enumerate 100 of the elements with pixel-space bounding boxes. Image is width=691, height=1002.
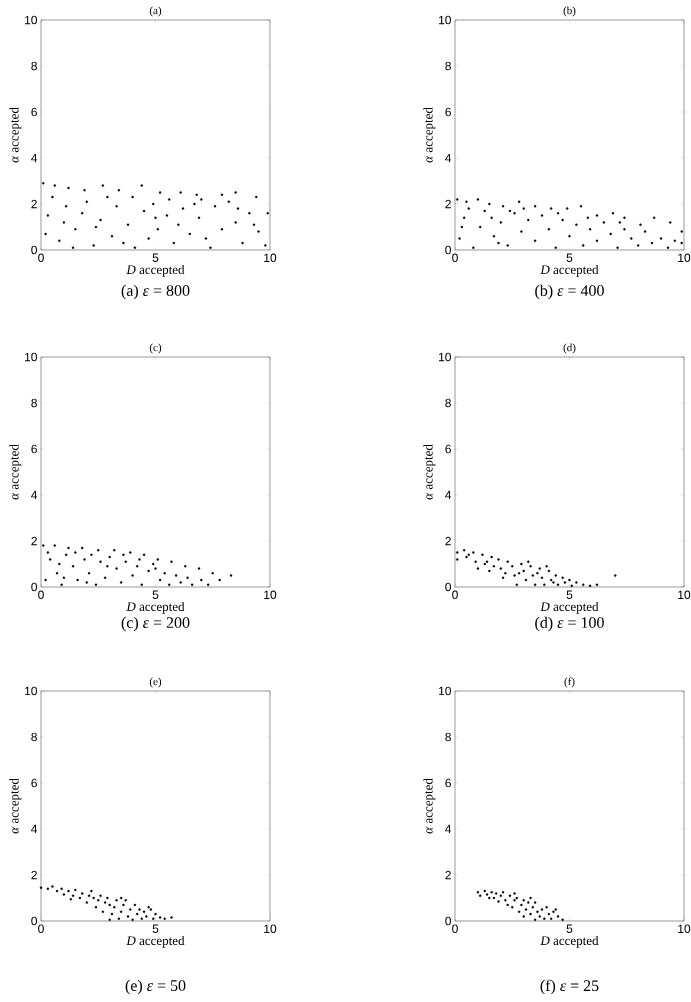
point bbox=[492, 235, 496, 238]
point bbox=[669, 221, 672, 224]
y-tick-label: 4 bbox=[445, 153, 452, 163]
x-tick-label: 10 bbox=[678, 253, 691, 263]
point bbox=[529, 912, 532, 916]
y-tick-label: 0 bbox=[445, 916, 451, 926]
point bbox=[220, 193, 224, 196]
point bbox=[513, 212, 516, 215]
point bbox=[83, 558, 86, 561]
point bbox=[680, 230, 683, 233]
point bbox=[101, 184, 105, 187]
point bbox=[490, 891, 493, 894]
point bbox=[563, 581, 567, 584]
point bbox=[94, 225, 98, 229]
point bbox=[142, 910, 146, 913]
point bbox=[85, 581, 88, 584]
point bbox=[520, 562, 523, 566]
point bbox=[99, 560, 102, 563]
y-tick-label: 10 bbox=[25, 686, 37, 696]
point bbox=[579, 205, 583, 208]
point bbox=[113, 548, 116, 552]
point bbox=[71, 565, 75, 568]
point bbox=[490, 555, 493, 559]
point bbox=[630, 237, 633, 240]
point bbox=[90, 889, 93, 893]
point bbox=[501, 576, 505, 579]
y-tick-label: 10 bbox=[439, 686, 451, 696]
point bbox=[568, 578, 571, 582]
point bbox=[115, 205, 118, 208]
y-tick-label: 8 bbox=[31, 398, 37, 408]
point bbox=[90, 553, 93, 556]
x-axis-title: D accepted bbox=[126, 264, 185, 277]
point bbox=[124, 899, 127, 902]
y-tick-label: 8 bbox=[31, 732, 37, 742]
x-axis-title: D accepted bbox=[540, 935, 599, 948]
point bbox=[234, 191, 237, 194]
point bbox=[561, 918, 564, 922]
point bbox=[616, 246, 619, 249]
point bbox=[511, 905, 514, 909]
point bbox=[549, 207, 553, 210]
x-tick-label: 5 bbox=[566, 590, 573, 599]
point bbox=[527, 560, 530, 563]
point bbox=[588, 228, 592, 231]
point bbox=[110, 235, 114, 238]
point bbox=[55, 571, 59, 575]
point bbox=[513, 899, 516, 902]
point bbox=[71, 894, 75, 897]
point bbox=[549, 917, 553, 920]
point bbox=[483, 209, 486, 213]
point bbox=[653, 216, 656, 219]
point bbox=[506, 560, 509, 563]
point bbox=[513, 574, 516, 577]
text: (e) ε = 50 bbox=[125, 979, 186, 995]
point bbox=[106, 565, 109, 568]
y-axis-title: α accepted bbox=[9, 444, 22, 500]
point bbox=[64, 205, 68, 208]
point bbox=[524, 908, 528, 911]
chart-title: (a) bbox=[149, 6, 162, 17]
point bbox=[517, 910, 521, 913]
x-tick-label: 10 bbox=[264, 590, 277, 600]
point bbox=[53, 184, 56, 187]
point bbox=[549, 578, 553, 582]
point bbox=[561, 576, 564, 579]
y-axis-title: α accepted bbox=[9, 107, 22, 163]
point bbox=[131, 574, 134, 577]
point bbox=[517, 200, 521, 203]
point bbox=[39, 886, 43, 889]
point bbox=[467, 207, 470, 210]
point bbox=[611, 212, 615, 215]
point bbox=[554, 574, 557, 577]
point bbox=[481, 553, 484, 556]
y-tick-label: 2 bbox=[31, 536, 37, 546]
chart-title: (c) bbox=[149, 343, 162, 354]
y-tick-label: 6 bbox=[445, 778, 451, 788]
point bbox=[44, 578, 47, 582]
point bbox=[85, 901, 88, 904]
point bbox=[154, 912, 157, 916]
point bbox=[46, 887, 50, 890]
point bbox=[522, 899, 525, 902]
point bbox=[154, 567, 157, 570]
point bbox=[566, 207, 569, 210]
point bbox=[639, 223, 642, 226]
point bbox=[154, 216, 157, 219]
point bbox=[197, 567, 201, 570]
point bbox=[618, 221, 622, 224]
point bbox=[122, 241, 125, 245]
y-tick-label: 6 bbox=[31, 444, 37, 454]
point bbox=[51, 885, 54, 888]
point bbox=[81, 212, 84, 215]
text: (c) ε = 200 bbox=[121, 616, 190, 632]
point bbox=[83, 189, 86, 192]
point bbox=[190, 583, 194, 586]
point bbox=[87, 894, 91, 897]
point bbox=[131, 918, 134, 922]
point bbox=[60, 583, 63, 586]
point bbox=[108, 903, 111, 907]
point bbox=[538, 915, 541, 918]
point bbox=[666, 246, 670, 249]
point bbox=[115, 899, 118, 902]
point bbox=[138, 908, 141, 911]
